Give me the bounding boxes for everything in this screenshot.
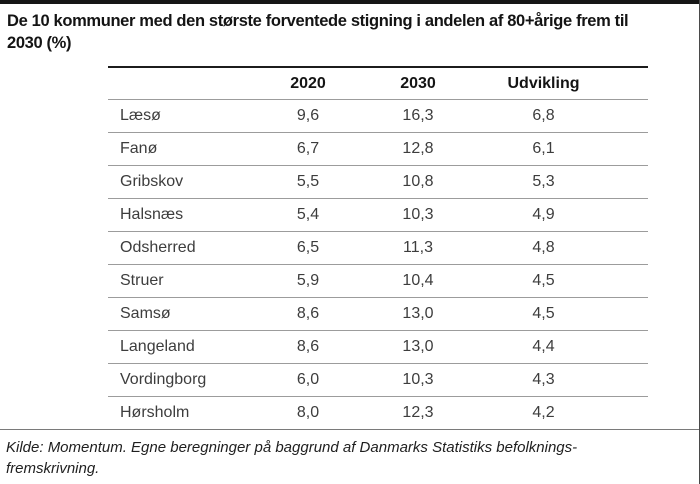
value-cell: 4,2 — [532, 404, 555, 421]
value-cell: 8,0 — [296, 404, 320, 421]
value-cell: 5,3 — [473, 165, 648, 199]
value-cell: 4,3 — [473, 363, 648, 397]
table-row: Halsnæs 5,4 10,3 4,9 — [108, 198, 648, 232]
value-cell: 4,4 — [473, 330, 648, 364]
municipality-cell: Læsø — [108, 99, 253, 133]
value-cell: 4,8 — [473, 231, 648, 265]
municipality-cell: Samsø — [108, 297, 253, 331]
value-cell: 8,6 — [253, 330, 363, 364]
table-header-row: 2020 2030 Udvikling — [108, 66, 648, 100]
municipality-cell: Struer — [108, 264, 253, 298]
value-cell: 13,0 — [363, 297, 473, 331]
value-cell: 10,3 — [363, 198, 473, 232]
table-row: Vordingborg 6,0 10,3 4,3 — [108, 363, 648, 397]
value-cell: 4,9 — [473, 198, 648, 232]
value-cell: 4,5 — [473, 297, 648, 331]
table-row: Fanø 6,7 12,8 6,1 — [108, 132, 648, 166]
value-cell: 8,6 — [253, 297, 363, 331]
municipality-cell: Vordingborg — [108, 363, 253, 397]
value-cell: 5,9 — [253, 264, 363, 298]
table-body: Læsø 9,6 16,3 6,8 Fanø 6,7 12,8 6,1 Gribskov 5,5 1… — [108, 99, 648, 430]
value-cell: 10,3 — [363, 363, 473, 397]
table-header: 2020 2030 Udvikling — [108, 66, 648, 100]
table-row: Langeland 8,6 13,0 4,4 — [108, 330, 648, 364]
municipality-cell: Hørsholm — [120, 404, 190, 421]
figure-title: De 10 kommuner med den største forvented… — [7, 12, 629, 52]
table-row: Odsherred 6,5 11,3 4,8 — [108, 231, 648, 265]
value-cell: 9,6 — [253, 99, 363, 133]
column-header-municipality — [108, 66, 253, 100]
value-cell: 6,7 — [253, 132, 363, 166]
value-cell: 12,8 — [363, 132, 473, 166]
table-row: Læsø 9,6 16,3 6,8 — [108, 99, 648, 133]
value-cell: 13,0 — [363, 330, 473, 364]
municipality-cell: Halsnæs — [108, 198, 253, 232]
municipality-cell: Gribskov — [108, 165, 253, 199]
column-header-udvikling: Udvikling — [473, 66, 648, 100]
table-row: Samsø 8,6 13,0 4,5 — [108, 297, 648, 331]
value-cell: 10,4 — [363, 264, 473, 298]
value-cell: 6,0 — [253, 363, 363, 397]
municipality-cell: Langeland — [108, 330, 253, 364]
column-header-2030: 2030 — [363, 66, 473, 100]
value-cell: 6,5 — [253, 231, 363, 265]
value-cell: 10,8 — [363, 165, 473, 199]
table-row: Struer 5,9 10,4 4,5 — [108, 264, 648, 298]
value-cell: 6,1 — [473, 132, 648, 166]
value-cell: 16,3 — [363, 99, 473, 133]
table-row: Gribskov 5,5 10,8 5,3 — [108, 165, 648, 199]
value-cell: 12,3 — [402, 404, 434, 421]
source-separator-line — [0, 429, 699, 430]
value-cell: 11,3 — [363, 231, 473, 265]
table-row: Hørsholm 8,0 12,3 4,2 — [108, 397, 648, 430]
column-header-2020: 2020 — [253, 66, 363, 100]
value-cell: 4,5 — [473, 264, 648, 298]
municipality-table: 2020 2030 Udvikling Læsø 9,6 16,3 6,8 Fanø 6,… — [108, 66, 648, 429]
municipality-cell: Odsherred — [108, 231, 253, 265]
top-border-bar — [0, 0, 699, 4]
source-note: Kilde: Momentum. Egne beregninger på bag… — [6, 439, 578, 477]
value-cell: 6,8 — [473, 99, 648, 133]
municipality-cell: Fanø — [108, 132, 253, 166]
value-cell: 5,4 — [253, 198, 363, 232]
value-cell: 5,5 — [253, 165, 363, 199]
